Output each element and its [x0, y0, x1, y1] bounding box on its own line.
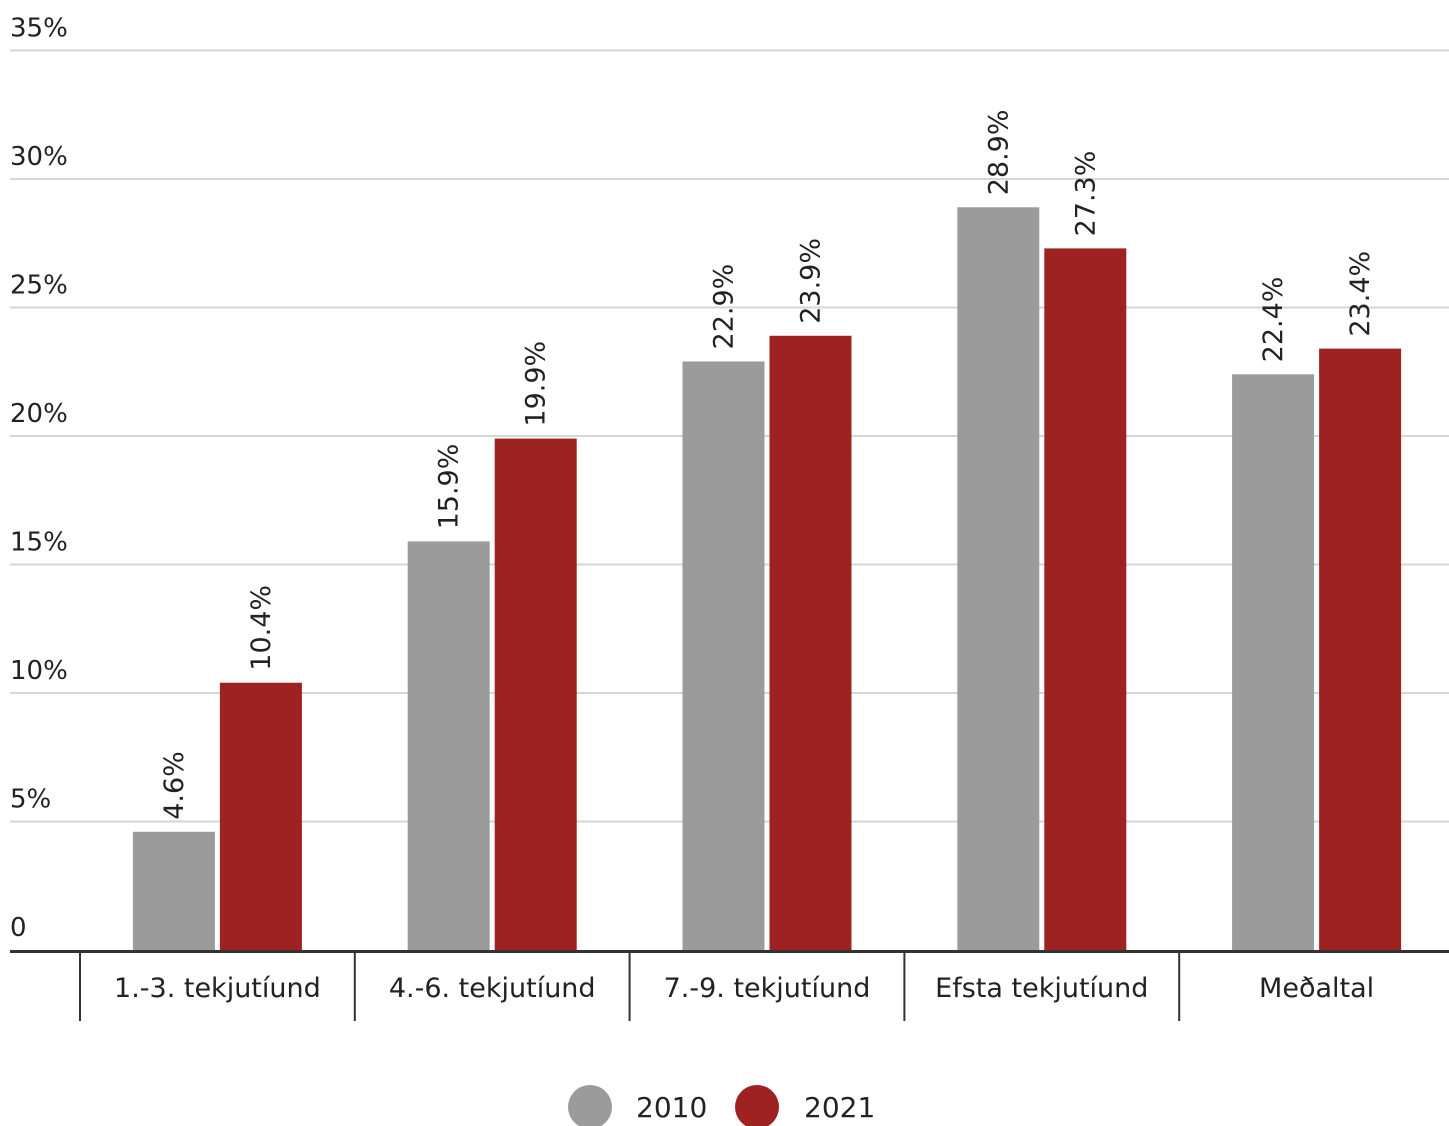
x-tick-label: Efsta tekjutíund	[935, 973, 1148, 1004]
data-label: 22.4%	[1258, 277, 1289, 363]
legend-label: 2010	[636, 1091, 707, 1124]
x-tick-label: 1.-3. tekjutíund	[114, 973, 321, 1004]
x-tick-label: Meðaltal	[1259, 973, 1374, 1004]
data-label: 28.9%	[983, 109, 1014, 195]
y-tick-label: 35%	[10, 14, 68, 44]
data-label: 4.6%	[159, 751, 190, 820]
x-tick-label: 4.-6. tekjutíund	[389, 973, 596, 1004]
y-axis-ticks: 0 5% 10% 15% 20% 25% 30% 35%	[10, 14, 68, 944]
data-label: 27.3%	[1070, 151, 1101, 237]
bar-2021-0	[219, 682, 302, 950]
legend-label: 2021	[804, 1091, 875, 1124]
x-axis-ticks: 1.-3. tekjutíund 4.-6. tekjutíund 7.-9. te…	[114, 973, 1374, 1004]
y-tick-label: 0	[10, 913, 27, 943]
data-label: 22.9%	[709, 264, 740, 350]
bar-2021-1	[494, 438, 577, 950]
data-label: 19.9%	[521, 341, 552, 427]
y-tick-label: 30%	[10, 142, 68, 172]
legend-swatch-2021	[735, 1085, 779, 1126]
data-label: 23.9%	[796, 238, 827, 324]
data-label: 23.4%	[1345, 251, 1376, 337]
data-labels: 4.6% 10.4% 15.9% 19.9% 22.9% 23.9% 28.9% 27.3% 2…	[159, 109, 1376, 819]
bar-2010-1	[407, 541, 490, 950]
legend-swatch-2010	[568, 1085, 612, 1126]
y-tick-label: 20%	[10, 399, 68, 429]
bar-2021-2	[769, 335, 852, 950]
x-tick-label: 7.-9. tekjutíund	[664, 973, 871, 1004]
legend: 2010 2021	[568, 1085, 875, 1126]
data-label: 15.9%	[434, 444, 465, 530]
bar-2021-4	[1319, 348, 1402, 950]
y-tick-label: 10%	[10, 656, 68, 686]
bar-2010-0	[132, 831, 215, 950]
bars	[132, 207, 1402, 951]
y-tick-label: 5%	[10, 785, 51, 815]
y-tick-label: 15%	[10, 528, 68, 558]
data-label: 10.4%	[246, 585, 277, 671]
bar-2010-4	[1232, 374, 1315, 950]
x-axis	[10, 950, 1449, 1021]
y-tick-label: 25%	[10, 271, 68, 301]
bar-2010-2	[682, 361, 765, 951]
bar-2021-3	[1044, 248, 1127, 950]
bar-2010-3	[957, 207, 1040, 950]
